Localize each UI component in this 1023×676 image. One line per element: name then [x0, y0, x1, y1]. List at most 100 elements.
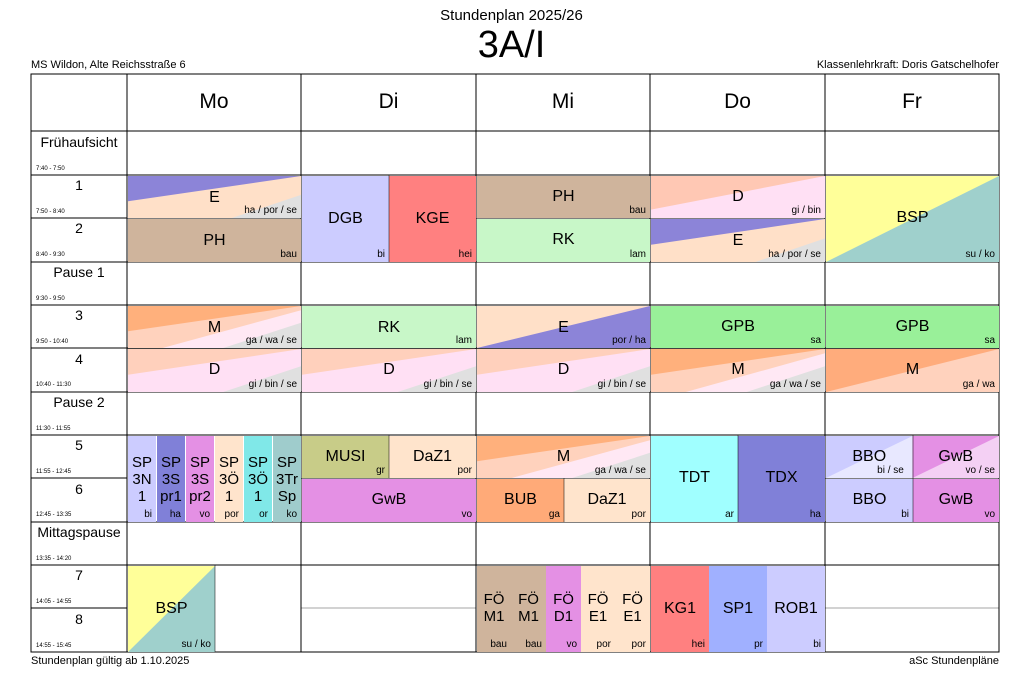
lesson-fr-3[interactable]: GPB sa	[826, 306, 999, 348]
validity-note: Stundenplan gültig ab 1.10.2025	[31, 655, 190, 667]
lesson-mo-56-a[interactable]: SP 3N 1 bi	[128, 436, 156, 522]
subject: D	[557, 361, 570, 378]
lesson-do-78-b[interactable]: SP1 pr	[709, 566, 767, 652]
lesson-do-78-a[interactable]: KG1 hei	[651, 566, 709, 652]
lesson-mi-2[interactable]: RK lam	[477, 219, 650, 262]
lesson-mo-4[interactable]: D gi / bin / se	[128, 349, 301, 392]
lesson-mi-78-d[interactable]: FÖ E1 por	[581, 566, 615, 652]
page-title: 3A/I	[477, 24, 546, 66]
subject: FÖ M1	[483, 591, 505, 625]
teachers: bi	[901, 509, 909, 520]
subject: TDT	[678, 469, 711, 486]
lesson-fr-6-a[interactable]: BBO bi	[826, 479, 913, 522]
day-header-fr: Fr	[902, 90, 922, 113]
period-label: 3	[75, 307, 83, 323]
lesson-mi-78-e[interactable]: FÖ E1 por	[615, 566, 650, 652]
lesson-do-78-c[interactable]: ROB1 bi	[767, 566, 825, 652]
subject: D	[732, 188, 744, 205]
software-credit: aSc Stundenpläne	[909, 655, 999, 667]
lesson-di-5-a[interactable]: MUSI gr	[302, 436, 389, 478]
period-time: 7:40 - 7:50	[36, 166, 65, 172]
subject: M	[556, 448, 571, 465]
lesson-fr-5[interactable]: BBO bi / se GwB vo / se	[826, 436, 999, 478]
teachers: ha / por / se	[768, 249, 821, 260]
lesson-di-4[interactable]: D gi / bin / se	[302, 349, 476, 392]
teachers: por	[631, 509, 646, 520]
lesson-mi-4[interactable]: D gi / bin / se	[477, 349, 650, 392]
lesson-mo-56-f[interactable]: SP 3Tr Sp ko	[273, 436, 301, 522]
subject: PH	[552, 188, 575, 205]
subject: SP1	[722, 600, 754, 617]
subject: DaZ1	[587, 491, 627, 508]
lesson-mo-56-e[interactable]: SP 3Ö 1 or	[244, 436, 272, 522]
day-header-di: Di	[378, 90, 399, 113]
teachers: vo	[566, 639, 577, 650]
subject: BSP	[896, 209, 929, 226]
lesson-mo-56-c[interactable]: SP 3S pr2 vo	[186, 436, 214, 522]
lesson-mi-1[interactable]: PH bau	[477, 176, 650, 218]
lesson-mo-1[interactable]: E ha / por / se	[128, 176, 301, 218]
lesson-do-56-a[interactable]: TDT ar	[651, 436, 738, 522]
lesson-do-3[interactable]: GPB sa	[651, 306, 825, 348]
teachers: ar	[725, 509, 734, 520]
teachers: or	[259, 509, 268, 520]
period-label: 6	[75, 481, 83, 497]
lesson-mi-5[interactable]: M ga / wa / se	[477, 436, 650, 478]
teachers: bau	[490, 639, 507, 650]
lesson-di-5-b[interactable]: DaZ1 por	[389, 436, 476, 478]
lesson-mo-56-d[interactable]: SP 3Ö 1 por	[215, 436, 243, 522]
teachers-a: bi / se	[877, 465, 904, 476]
lesson-fr-12[interactable]: BSP su / ko	[826, 176, 999, 262]
subject: D	[208, 361, 221, 378]
subject: DGB	[328, 210, 363, 227]
teachers: gi / bin / se	[423, 379, 472, 390]
lesson-fr-6-b[interactable]: GwB vo	[913, 479, 999, 522]
lesson-mo-3[interactable]: M ga / wa / se	[128, 306, 301, 348]
lesson-mo-2[interactable]: PH bau	[128, 219, 301, 262]
lesson-di-12-a[interactable]: DGB bi	[302, 176, 389, 262]
teachers: sa	[810, 335, 821, 346]
lesson-do-56-b[interactable]: TDX ha	[738, 436, 825, 522]
lesson-fr-4[interactable]: M ga / wa	[826, 349, 999, 392]
subject: SP 3S pr1	[160, 454, 182, 505]
period-label: 2	[75, 220, 83, 236]
lesson-do-1[interactable]: D gi / bin	[651, 176, 825, 218]
lesson-do-4[interactable]: M ga / wa / se	[651, 349, 825, 392]
teachers: por	[224, 509, 239, 520]
teachers: bi	[813, 639, 821, 650]
subject: SP 3S pr2	[189, 454, 211, 505]
subject: ROB1	[774, 600, 818, 617]
class-teacher: Klassenlehrkraft: Doris Gatschelhofer	[816, 59, 999, 71]
lesson-mi-6-a[interactable]: BUB ga	[477, 479, 564, 522]
subject: GPB	[895, 318, 930, 335]
day-header-do: Do	[724, 90, 751, 113]
teachers: ha / por / se	[244, 205, 297, 216]
lesson-mi-6-b[interactable]: DaZ1 por	[564, 479, 650, 522]
teachers: bi	[377, 249, 385, 260]
lesson-mo-78[interactable]: BSP su / ko	[128, 566, 215, 652]
lesson-mo-56-b[interactable]: SP 3S pr1 ha	[157, 436, 185, 522]
teachers: su / ko	[181, 639, 211, 650]
teachers: hei	[691, 639, 705, 650]
day-header-mi: Mi	[551, 90, 575, 113]
lesson-mi-78-a[interactable]: FÖ M1 bau	[477, 566, 511, 652]
lesson-di-6[interactable]: GwB vo	[302, 479, 476, 522]
teachers: vo	[461, 509, 472, 520]
teachers: por	[631, 639, 646, 650]
lesson-di-3[interactable]: RK lam	[302, 306, 476, 348]
lesson-do-2[interactable]: E ha / por / se	[651, 219, 825, 262]
teachers: ga / wa / se	[769, 379, 821, 390]
lesson-mi-3[interactable]: E por / ha	[477, 306, 650, 348]
period-label: Mittagspause	[37, 524, 121, 540]
subject: SP 3N 1	[131, 454, 152, 505]
subject: M	[207, 319, 222, 336]
lesson-mi-78-c[interactable]: FÖ D1 vo	[546, 566, 581, 652]
teachers: lam	[455, 335, 472, 346]
teachers: vo	[984, 509, 995, 520]
subject: E	[732, 232, 744, 249]
lesson-di-12-b[interactable]: KGE hei	[389, 176, 476, 262]
teachers: ha	[809, 509, 821, 520]
lesson-mi-78-b[interactable]: FÖ M1 bau	[511, 566, 546, 652]
teachers: pr	[754, 639, 763, 650]
subject-a: BBO	[852, 448, 887, 465]
